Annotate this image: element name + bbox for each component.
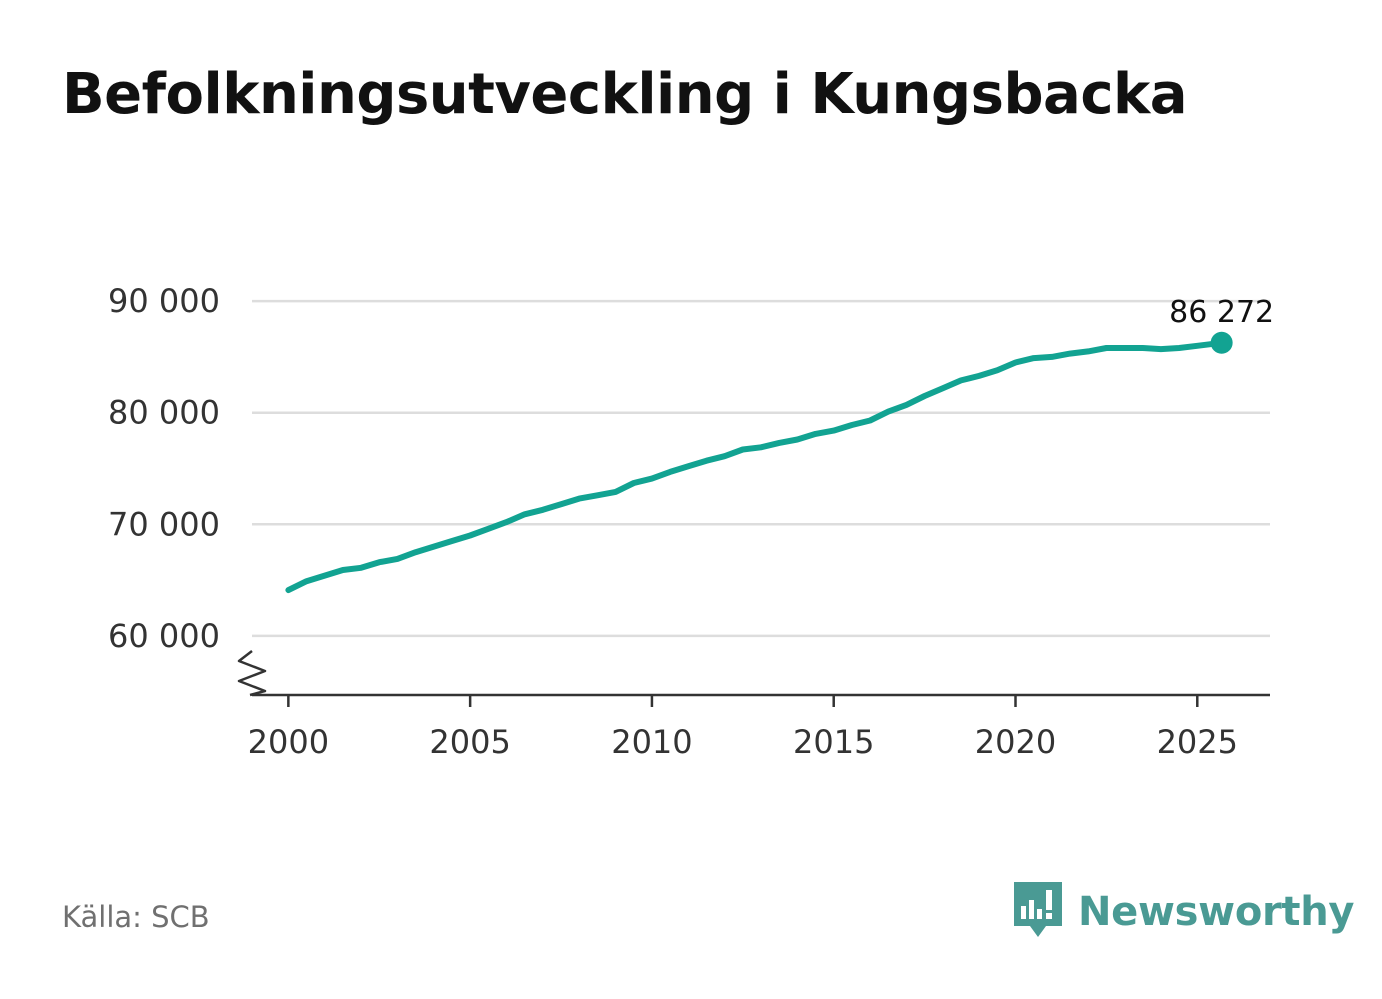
- x-tick-label: 2010: [611, 723, 692, 761]
- x-tick-label: 2015: [793, 723, 874, 761]
- x-tick-label: 2025: [1157, 723, 1238, 761]
- x-tick-label: 2000: [248, 723, 329, 761]
- data-labels: 86 272: [1169, 295, 1274, 330]
- x-tick-label: 2020: [975, 723, 1056, 761]
- y-tick-label: 90 000: [108, 282, 220, 320]
- data-series: [285, 331, 1233, 594]
- x-axis: [237, 650, 1270, 707]
- newsworthy-logo: Newsworthy: [1012, 880, 1355, 944]
- grid-lines: [252, 299, 1270, 638]
- y-axis-tick-labels: 60 000 70 000 80 000 90 000: [108, 282, 220, 655]
- y-tick-label: 80 000: [108, 394, 220, 432]
- y-tick-label: 70 000: [108, 505, 220, 543]
- series-line: [285, 339, 1225, 594]
- y-tick-label: 60 000: [108, 617, 220, 655]
- last-point-marker: [1210, 331, 1233, 354]
- x-axis-tick-labels: 2000 2005 2010 2015 2020 2025: [248, 723, 1238, 761]
- axis-break-icon: [237, 650, 267, 697]
- brand-name: Newsworthy: [1078, 889, 1355, 935]
- source-label: Källa: SCB: [62, 900, 210, 934]
- chart-title: Befolkningsutveckling i Kungsbacka: [62, 62, 1188, 127]
- newsworthy-logo-icon: [1012, 880, 1064, 944]
- last-value-label: 86 272: [1169, 295, 1274, 330]
- x-tick-label: 2005: [429, 723, 510, 761]
